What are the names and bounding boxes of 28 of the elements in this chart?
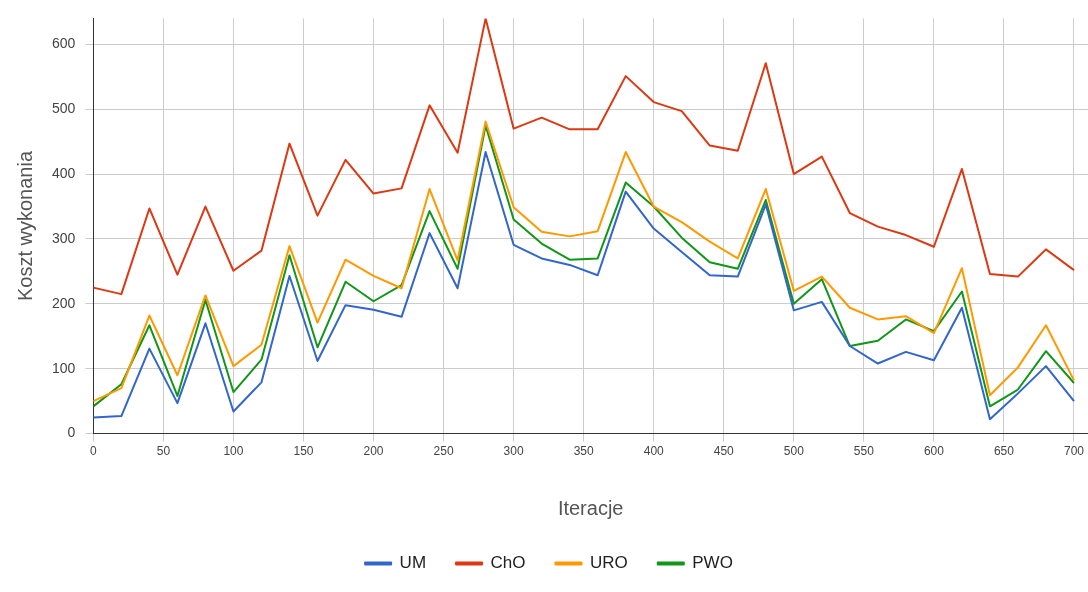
x-tick-label: 400 bbox=[643, 444, 665, 459]
x-tick-label: 200 bbox=[363, 444, 384, 459]
y-tick-label: 400 bbox=[52, 164, 76, 181]
x-tick-label: 450 bbox=[713, 444, 735, 459]
x-tick-label: 50 bbox=[156, 444, 171, 459]
x-tick-label: 350 bbox=[573, 444, 595, 459]
legend-label: UM bbox=[399, 553, 427, 573]
x-tick-label: 300 bbox=[503, 444, 524, 459]
y-tick-label: 0 bbox=[67, 424, 76, 441]
x-tick-label: 0 bbox=[90, 444, 98, 459]
legend-label: ChO bbox=[490, 553, 526, 573]
legend-label: URO bbox=[590, 553, 628, 573]
legend-label: PWO bbox=[692, 553, 733, 573]
y-tick-label: 500 bbox=[52, 100, 76, 117]
y-axis-title: Koszt wykonania bbox=[13, 150, 36, 302]
x-tick-label: 250 bbox=[433, 444, 454, 459]
x-tick-label: 700 bbox=[1063, 444, 1085, 459]
y-tick-label: 300 bbox=[52, 229, 76, 246]
x-tick-label: 150 bbox=[293, 444, 314, 459]
y-tick-label: 100 bbox=[52, 359, 76, 376]
x-tick-label: 650 bbox=[993, 444, 1015, 459]
x-tick-label: 550 bbox=[853, 444, 875, 459]
x-tick-label: 500 bbox=[783, 444, 805, 459]
x-axis-title: Iteracje bbox=[557, 496, 624, 519]
x-tick-label: 100 bbox=[223, 444, 244, 459]
y-tick-label: 600 bbox=[52, 35, 76, 52]
x-tick-label: 600 bbox=[923, 444, 945, 459]
y-tick-label: 200 bbox=[52, 294, 76, 311]
